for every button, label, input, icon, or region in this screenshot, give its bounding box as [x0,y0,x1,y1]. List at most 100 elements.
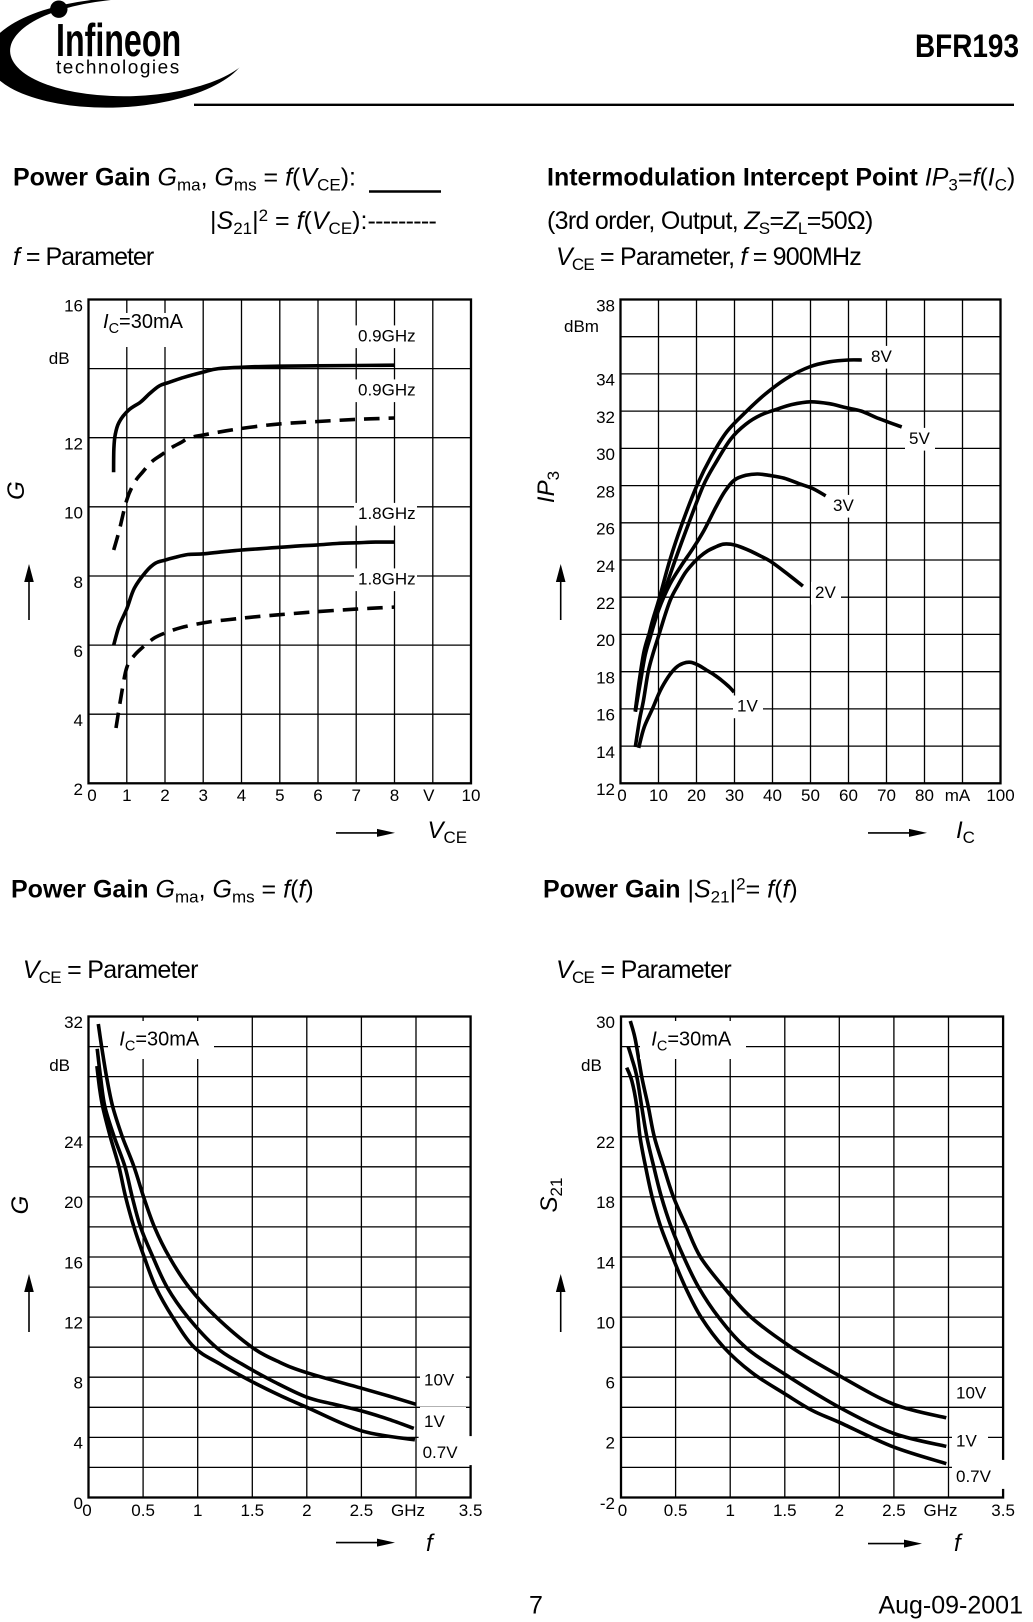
svg-text:10: 10 [649,786,668,805]
svg-text:dB: dB [49,349,70,368]
svg-text:technologies: technologies [56,58,181,79]
svg-text:14: 14 [596,743,615,762]
svg-text:7: 7 [529,1592,543,1620]
svg-text:-2: -2 [600,1494,615,1513]
svg-text:0.7V: 0.7V [956,1467,992,1486]
svg-text:2: 2 [835,1501,844,1520]
svg-text:0.5: 0.5 [664,1501,688,1520]
svg-text:V: V [423,786,435,805]
svg-text:3.5: 3.5 [459,1501,483,1520]
svg-text:2: 2 [606,1434,615,1453]
svg-text:1V: 1V [737,697,758,716]
svg-text:f = Parameter: f = Parameter [13,243,154,271]
svg-text:mA: mA [945,786,971,805]
svg-text:BFR193: BFR193 [915,28,1019,64]
svg-text:0.7V: 0.7V [423,1443,459,1462]
svg-text:8V: 8V [871,347,892,366]
svg-text:|S21|2 = f(VCE):---------: |S21|2 = f(VCE):--------- [210,206,436,238]
svg-text:1.5: 1.5 [240,1501,264,1520]
svg-text:dB: dB [49,1056,70,1075]
svg-text:2V: 2V [815,583,836,602]
svg-text:dBm: dBm [564,317,599,336]
svg-text:10V: 10V [956,1384,987,1403]
svg-text:10V: 10V [424,1371,455,1390]
svg-text:8: 8 [390,786,399,805]
svg-text:1.5: 1.5 [773,1501,797,1520]
svg-text:12: 12 [596,780,615,799]
svg-text:24: 24 [64,1133,83,1152]
svg-text:G: G [3,481,30,500]
svg-text:6: 6 [606,1374,615,1393]
svg-text:1: 1 [122,786,131,805]
svg-text:100: 100 [986,786,1014,805]
svg-text:7: 7 [351,786,360,805]
svg-text:f: f [426,1530,435,1557]
svg-text:14: 14 [596,1253,615,1272]
svg-text:1: 1 [193,1501,202,1520]
svg-text:Power Gain |S21|2= f(f): Power Gain |S21|2= f(f) [543,875,798,907]
svg-text:12: 12 [64,1313,83,1332]
svg-text:12: 12 [64,435,83,454]
svg-text:0: 0 [87,786,96,805]
svg-text:Infineon: Infineon [56,15,181,66]
svg-text:80: 80 [915,786,934,805]
svg-text:IC=30mA: IC=30mA [103,311,184,337]
svg-text:32: 32 [64,1013,83,1032]
svg-text:16: 16 [596,706,615,725]
svg-text:5: 5 [275,786,284,805]
svg-text:30: 30 [596,445,615,464]
svg-text:Intermodulation Intercept Poin: Intermodulation Intercept Point IP3=f(IC… [547,164,1015,195]
svg-text:16: 16 [64,1253,83,1272]
svg-text:f: f [954,1530,963,1557]
svg-text:50: 50 [801,786,820,805]
svg-text:30: 30 [596,1013,615,1032]
svg-text:4: 4 [74,1434,83,1453]
svg-text:24: 24 [596,557,615,576]
svg-text:0.9GHz: 0.9GHz [358,327,416,346]
svg-text:4: 4 [237,786,246,805]
svg-text:10: 10 [462,786,481,805]
svg-text:10: 10 [596,1313,615,1332]
svg-text:IC: IC [956,817,975,847]
svg-text:0: 0 [617,786,626,805]
svg-text:Power Gain Gma, Gms = f(VCE):: Power Gain Gma, Gms = f(VCE): [13,164,356,195]
svg-text:3: 3 [198,786,207,805]
svg-text:30: 30 [725,786,744,805]
svg-text:2.5: 2.5 [350,1501,374,1520]
svg-text:3.5: 3.5 [991,1501,1015,1520]
svg-text:10: 10 [64,504,83,523]
svg-text:28: 28 [596,482,615,501]
svg-text:6: 6 [313,786,322,805]
svg-text:2.5: 2.5 [882,1501,906,1520]
svg-text:3V: 3V [833,496,854,515]
svg-text:5V: 5V [909,429,930,448]
svg-text:8: 8 [74,573,83,592]
svg-text:18: 18 [596,1193,615,1212]
svg-text:0.5: 0.5 [131,1501,155,1520]
svg-text:22: 22 [596,1133,615,1152]
svg-text:Aug-09-2001: Aug-09-2001 [878,1592,1023,1620]
svg-text:1V: 1V [424,1412,445,1431]
svg-text:20: 20 [687,786,706,805]
svg-text:1V: 1V [956,1431,977,1450]
svg-text:20: 20 [64,1193,83,1212]
svg-text:0.9GHz: 0.9GHz [358,381,416,400]
svg-text:(3rd order, Output, ZS=ZL=50Ω): (3rd order, Output, ZS=ZL=50Ω) [547,207,873,238]
svg-text:0: 0 [618,1501,627,1520]
svg-text:20: 20 [596,631,615,650]
svg-text:Power Gain Gma, Gms = f(f): Power Gain Gma, Gms = f(f) [11,876,314,907]
svg-text:34: 34 [596,371,615,390]
svg-text:GHz: GHz [391,1501,425,1520]
svg-text:4: 4 [74,711,83,730]
svg-text:2: 2 [74,780,83,799]
svg-text:32: 32 [596,408,615,427]
svg-text:2: 2 [302,1501,311,1520]
svg-text:1.8GHz: 1.8GHz [358,504,416,523]
svg-text:GHz: GHz [924,1501,958,1520]
svg-text:1: 1 [725,1501,734,1520]
svg-text:G: G [7,1196,34,1215]
svg-text:40: 40 [763,786,782,805]
svg-text:18: 18 [596,669,615,688]
svg-text:70: 70 [877,786,896,805]
svg-text:0: 0 [74,1494,83,1513]
